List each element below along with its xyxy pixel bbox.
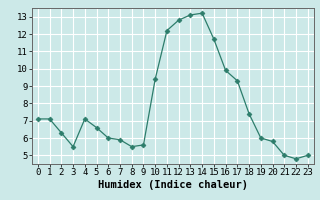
- X-axis label: Humidex (Indice chaleur): Humidex (Indice chaleur): [98, 180, 248, 190]
